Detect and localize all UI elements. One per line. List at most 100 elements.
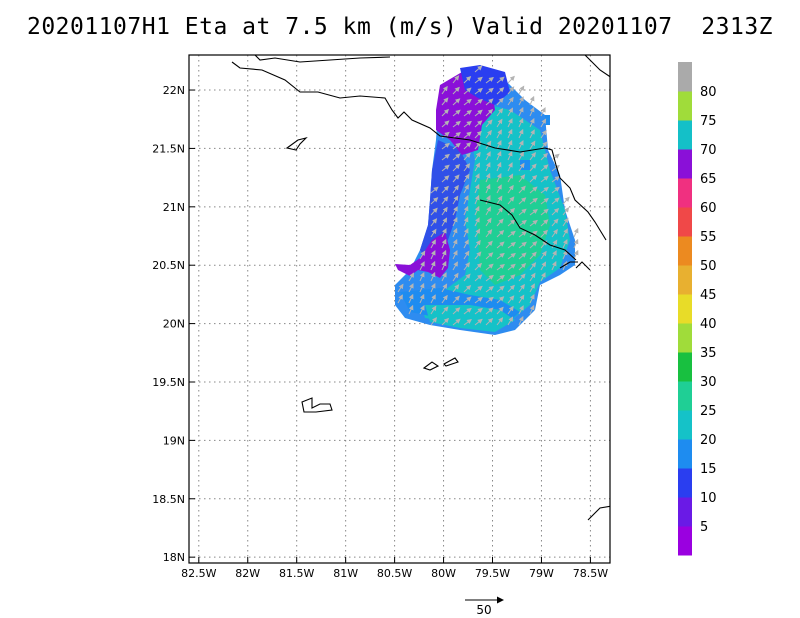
wind-arrow	[529, 106, 535, 117]
wind-arrow	[452, 195, 459, 205]
wind-arrow	[474, 109, 483, 117]
wind-arrow	[408, 304, 414, 315]
wind-arrow	[474, 130, 482, 139]
colorbar-swatch	[678, 439, 692, 469]
wind-arrow	[474, 76, 483, 84]
lon-tick-label: 80W	[431, 567, 456, 580]
wind-arrow	[452, 284, 460, 293]
wind-arrow	[474, 228, 481, 238]
wind-arrow	[452, 86, 460, 95]
wind-arrow	[496, 172, 502, 183]
wind-arrow	[518, 262, 527, 271]
wind-arrow	[518, 117, 524, 128]
wind-arrow	[529, 151, 536, 161]
lat-tick-label: 19.5N	[152, 376, 185, 389]
wind-arrow	[441, 217, 448, 227]
wind-arrow	[441, 164, 450, 172]
wind-arrow	[463, 195, 469, 205]
wind-arrow	[408, 293, 414, 304]
colorbar-swatch	[678, 497, 692, 527]
lat-tick-label: 22N	[163, 84, 185, 97]
wind-arrow	[474, 274, 483, 282]
wind-arrow	[507, 75, 515, 84]
wind-arrow	[474, 87, 483, 95]
wind-arrow	[452, 318, 461, 326]
wind-arrow	[485, 161, 491, 172]
wind-arrow	[507, 284, 515, 293]
wind-arrow	[518, 241, 527, 249]
wind-arrow	[452, 216, 458, 227]
wind-arrow	[496, 184, 502, 194]
wind-arrow	[463, 142, 472, 150]
reference-label: 50	[476, 603, 491, 617]
wind-arrow	[430, 197, 439, 205]
wind-arrow	[441, 206, 448, 216]
colorbar-label: 50	[700, 259, 717, 274]
wind-arrow	[496, 97, 504, 106]
wind-arrow	[441, 120, 450, 128]
wind-arrow	[430, 218, 438, 227]
wind-arrow	[507, 295, 515, 304]
wind-arrow	[452, 295, 460, 304]
lat-tick-label: 18.5N	[152, 493, 185, 506]
wind-arrow	[518, 174, 526, 183]
colorbar-swatch	[678, 323, 692, 353]
wind-arrow	[441, 306, 449, 315]
wind-arrow	[529, 241, 538, 249]
wind-arrow	[496, 274, 505, 282]
wind-arrow	[529, 186, 538, 194]
wind-arrow	[507, 316, 514, 326]
wind-arrow	[463, 120, 472, 128]
wind-arrow	[485, 87, 494, 95]
wind-arrow	[485, 98, 494, 106]
wind-arrow	[518, 151, 524, 161]
wind-arrow	[496, 161, 502, 172]
colorbar-label: 30	[700, 375, 717, 390]
wind-arrow	[562, 260, 568, 271]
wind-arrow	[518, 140, 524, 150]
wind-arrow	[551, 207, 560, 216]
wind-arrow	[496, 129, 502, 139]
cuba-coast-east	[584, 55, 610, 78]
wind-arrow	[452, 163, 461, 172]
wind-arrow	[551, 186, 560, 194]
wind-arrow	[441, 175, 450, 183]
wind-arrow	[452, 174, 460, 183]
wind-arrow	[496, 218, 504, 227]
wind-arrow	[463, 163, 471, 172]
colorbar-swatch	[678, 410, 692, 440]
wind-arrow	[441, 185, 449, 194]
wind-arrow	[474, 239, 481, 249]
wind-arrow	[507, 128, 513, 139]
wind-arrow	[452, 272, 459, 282]
wind-arrow	[496, 230, 505, 238]
wind-arrow	[518, 283, 525, 293]
lon-tick-label: 80.5W	[377, 567, 412, 580]
wind-arrow	[507, 173, 514, 183]
wind-arrow	[540, 152, 549, 161]
lat-tick-label: 18N	[163, 551, 185, 564]
wind-arrow	[430, 228, 437, 238]
wind-arrow	[485, 263, 494, 271]
wind-arrow	[441, 153, 450, 161]
wind-arrow	[452, 98, 461, 106]
wind-arrow	[485, 129, 492, 139]
wind-arrow	[518, 197, 527, 205]
wind-arrow	[518, 305, 524, 315]
colorbar-swatch	[678, 207, 692, 237]
wind-arrow	[474, 151, 481, 161]
wind-arrow	[452, 75, 460, 84]
wind-arrow	[529, 140, 536, 150]
wind-arrow	[507, 162, 513, 172]
wind-arrow	[463, 296, 472, 304]
wind-arrow	[452, 307, 461, 315]
wind-arrow	[474, 285, 483, 293]
wind-arrow	[441, 238, 447, 249]
wind-arrow	[441, 142, 450, 150]
wind-arrow	[463, 205, 469, 216]
wind-arrow	[474, 251, 482, 260]
wind-arrow	[430, 271, 436, 282]
wind-arrow	[507, 252, 516, 260]
wind-arrow	[463, 98, 472, 106]
